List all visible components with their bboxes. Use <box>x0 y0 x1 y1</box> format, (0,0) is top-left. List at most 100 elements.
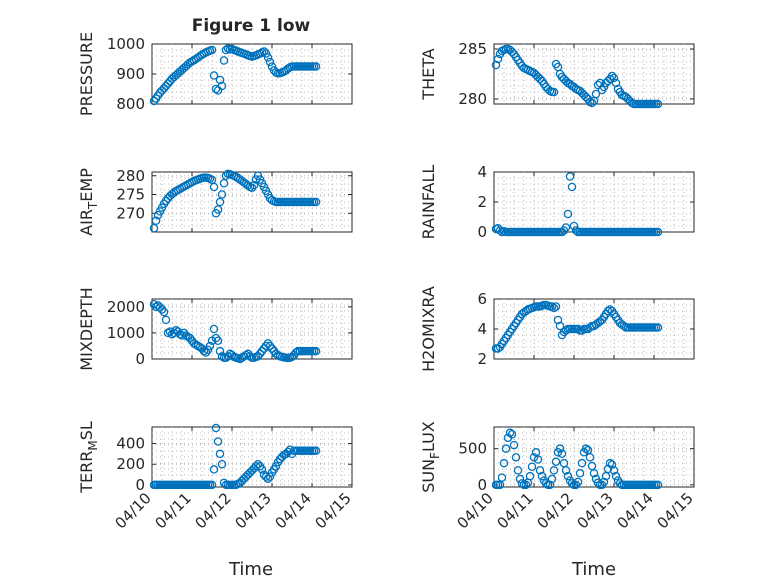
x-tick-label: 04/14 <box>614 489 657 532</box>
data-point <box>209 324 219 334</box>
data-point <box>209 71 219 80</box>
data-point <box>511 453 521 462</box>
data-point <box>213 437 223 446</box>
data-point <box>571 226 581 235</box>
data-point <box>537 471 547 481</box>
data-point <box>185 333 195 343</box>
subplot-1: 800 900 1000 PRESSURE <box>77 32 353 116</box>
data-point <box>199 346 209 356</box>
data-point <box>253 459 263 469</box>
data-point <box>653 227 663 237</box>
y-tick-label: 2000 <box>107 298 145 316</box>
y-tick-label: 2 <box>477 350 487 368</box>
y-tick-label: 900 <box>116 65 145 83</box>
data-point <box>267 344 277 353</box>
y-tick-label: 270 <box>116 204 145 222</box>
data-point <box>569 221 579 231</box>
x-tick-label: 04/13 <box>232 489 275 532</box>
data-point <box>549 466 559 475</box>
data-point <box>495 226 505 235</box>
data-point <box>517 479 527 488</box>
data-point <box>577 326 587 335</box>
x-tick-label: 04/12 <box>534 489 577 532</box>
data-point <box>499 458 509 468</box>
y-tick-label: 275 <box>116 186 145 204</box>
data-point <box>207 45 217 55</box>
data-point <box>493 54 503 64</box>
data-point <box>217 81 227 91</box>
data-point <box>311 446 321 456</box>
data-point <box>549 87 559 97</box>
data-point <box>221 45 231 55</box>
data-point <box>567 479 577 488</box>
y-tick-label: 0 <box>477 476 487 494</box>
data-point <box>615 479 625 488</box>
y-tick-label: 200 <box>116 455 145 473</box>
data-point <box>207 480 217 490</box>
data-point <box>161 315 171 325</box>
data-point <box>265 341 275 351</box>
y-tick-label: 6 <box>477 290 487 308</box>
data-point <box>259 47 269 56</box>
data-point <box>589 469 599 478</box>
data-point <box>257 465 267 474</box>
subplot-6: 2 4 6 H2OMIXRA <box>419 286 695 372</box>
x-axis-label-right: Time <box>571 559 616 580</box>
data-point <box>557 449 567 458</box>
x-tick-label: 04/10 <box>454 489 497 532</box>
x-tick-label: 04/14 <box>272 489 315 532</box>
data-point <box>533 455 543 464</box>
data-point <box>555 444 565 453</box>
data-point <box>255 349 265 359</box>
y-tick-label: 1000 <box>107 324 145 342</box>
data-point <box>547 302 557 311</box>
y-tick-label: 1000 <box>107 35 145 53</box>
y-axis-label: MIXDEPTH <box>77 287 96 370</box>
data-point <box>311 62 321 71</box>
data-point <box>611 471 621 481</box>
data-point <box>217 190 227 199</box>
y-tick-label: 280 <box>458 90 487 108</box>
y-tick-label: 800 <box>116 95 145 113</box>
data-point <box>201 348 211 357</box>
data-point <box>609 73 619 83</box>
data-point <box>245 352 255 361</box>
data-point <box>217 352 227 361</box>
data-point <box>263 53 273 62</box>
data-point <box>169 328 179 338</box>
y-axis-label: AIRTEMP <box>77 168 100 236</box>
data-point <box>581 444 591 453</box>
y-tick-label: 280 <box>116 167 145 185</box>
data-point <box>563 471 573 481</box>
data-point <box>527 462 537 472</box>
x-tick-label: 04/11 <box>152 489 195 532</box>
data-point <box>149 223 159 233</box>
x-tick-label: 04/10 <box>112 489 155 532</box>
data-point <box>285 445 295 455</box>
data-point <box>157 305 167 314</box>
data-point <box>209 465 219 474</box>
data-point <box>253 352 263 361</box>
data-point <box>265 472 275 481</box>
y-axis-label: RAINFALL <box>419 165 438 240</box>
data-point <box>591 89 601 99</box>
data-point <box>521 480 531 490</box>
data-point <box>175 329 185 339</box>
data-point <box>561 223 571 232</box>
data-point <box>219 178 229 188</box>
data-point <box>223 352 233 361</box>
data-point <box>149 96 159 106</box>
data-point <box>599 477 609 487</box>
data-point <box>565 172 575 181</box>
data-point <box>653 480 663 490</box>
data-point <box>547 474 557 484</box>
data-point <box>525 471 535 481</box>
data-point <box>177 331 187 340</box>
data-point <box>507 429 517 439</box>
x-tick-label: 04/13 <box>574 489 617 532</box>
data-point <box>151 216 161 225</box>
data-point <box>561 466 571 475</box>
data-point <box>545 480 555 490</box>
